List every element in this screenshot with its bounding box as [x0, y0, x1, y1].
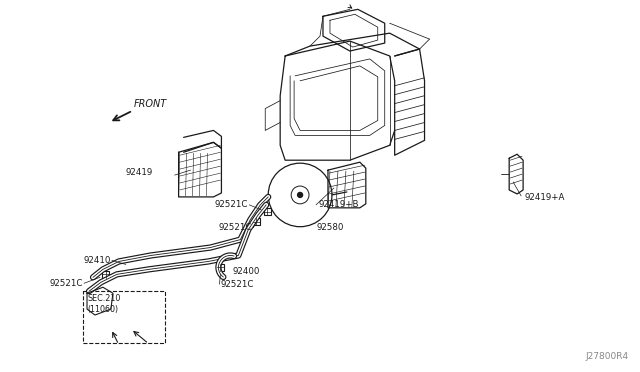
- Text: 92521C: 92521C: [219, 223, 252, 232]
- Text: 92521C: 92521C: [215, 201, 248, 209]
- Text: 92580: 92580: [316, 223, 344, 232]
- Text: J27800R4: J27800R4: [586, 352, 628, 361]
- Text: 92419+B: 92419+B: [318, 201, 358, 209]
- Bar: [83, 291, 164, 343]
- Text: 92419+A: 92419+A: [524, 193, 564, 202]
- Text: SEC.210
(11060): SEC.210 (11060): [87, 294, 120, 314]
- Text: 92521C: 92521C: [50, 279, 83, 288]
- Text: 92410: 92410: [84, 256, 111, 265]
- Bar: [217, 264, 224, 271]
- Bar: [102, 271, 109, 278]
- Text: FRONT: FRONT: [134, 99, 167, 109]
- Bar: [253, 218, 260, 225]
- Text: 92400: 92400: [232, 267, 260, 276]
- Text: 92521C: 92521C: [220, 280, 254, 289]
- Bar: [264, 208, 271, 215]
- Circle shape: [298, 192, 303, 198]
- Text: 92419: 92419: [125, 168, 153, 177]
